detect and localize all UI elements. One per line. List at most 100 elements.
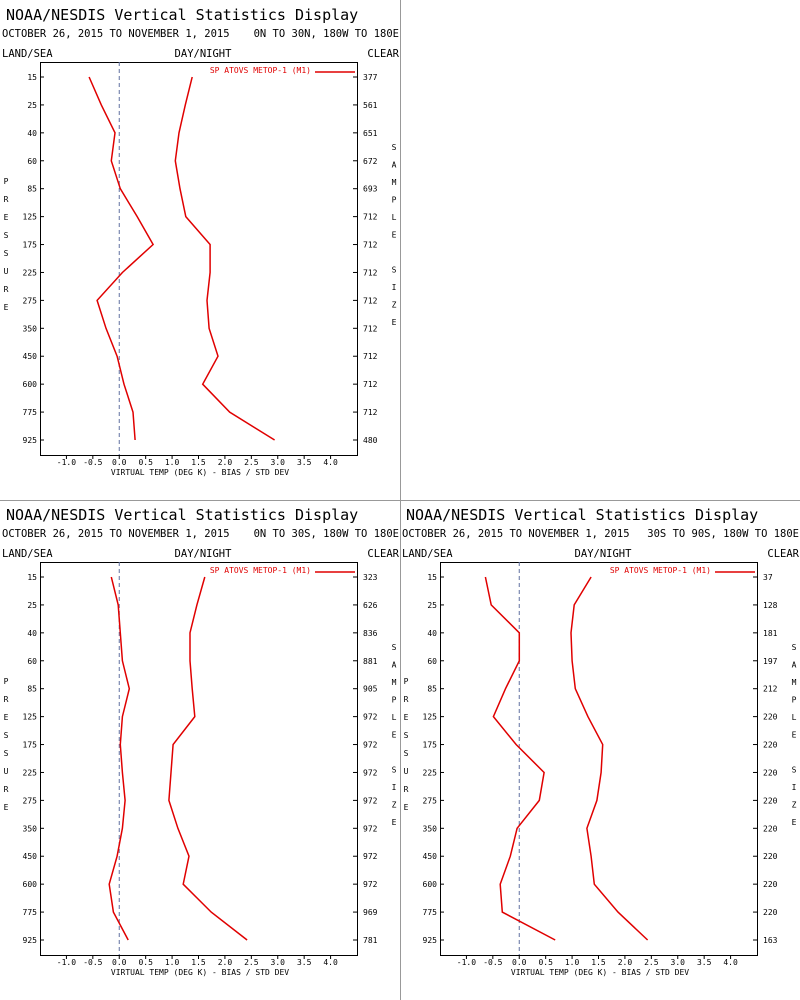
sample-size: 220	[763, 852, 778, 861]
x-tick-label: 1.5	[591, 958, 606, 967]
x-tick-label: -1.0	[57, 458, 76, 467]
sample-size: 197	[763, 657, 778, 666]
x-tick-label: 2.5	[244, 958, 259, 967]
y-tick-label: 275	[23, 796, 38, 805]
y-tick-label: 225	[423, 768, 438, 777]
sample-size: 712	[363, 380, 378, 389]
sample-size: 37	[763, 573, 773, 582]
region: 0N TO 30S, 180W TO 180E	[254, 528, 399, 540]
clear-label: CLEAR	[367, 548, 399, 560]
sample-size: 128	[763, 601, 778, 610]
sample-size: 626	[363, 601, 378, 610]
region: 0N TO 30N, 180W TO 180E	[254, 28, 399, 40]
sample-size: 220	[763, 908, 778, 917]
date-range: OCTOBER 26, 2015 TO NOVEMBER 1, 2015	[2, 528, 230, 540]
x-tick-label: -1.0	[57, 958, 76, 967]
y-tick-label: 350	[423, 824, 438, 833]
y-tick-label: 15	[27, 573, 37, 582]
x-axis-label: VIRTUAL TEMP (DEG K) - BIAS / STD DEV	[511, 968, 689, 977]
x-tick-label: 2.0	[618, 958, 633, 967]
x-tick-label: 1.5	[191, 958, 206, 967]
x-tick-label: 0.0	[112, 958, 127, 967]
sample-size: 220	[763, 796, 778, 805]
sample-size: 969	[363, 908, 378, 917]
y-tick-label: 225	[23, 268, 38, 277]
sample-size: 972	[363, 768, 378, 777]
land-sea-label: LAND/SEA	[2, 548, 53, 560]
chart-title: NOAA/NESDIS Vertical Statistics Display	[406, 506, 758, 524]
chart-panel: NOAA/NESDIS Vertical Statistics Display O…	[2, 506, 400, 977]
x-tick-label: 3.5	[297, 958, 312, 967]
chart-title: NOAA/NESDIS Vertical Statistics Display	[6, 6, 358, 24]
y-tick-label: 600	[23, 380, 38, 389]
y-tick-label: 85	[427, 685, 437, 694]
sample-size: 712	[363, 324, 378, 333]
sample-size: 972	[363, 713, 378, 722]
y-tick-label: 40	[427, 629, 437, 638]
x-tick-label: 3.0	[271, 458, 286, 467]
y-tick-label: 175	[23, 741, 38, 750]
std-dev-line	[174, 76, 275, 441]
sample-size: 672	[363, 157, 378, 166]
sample-size: 323	[363, 573, 378, 582]
y-tick-label: 85	[27, 685, 37, 694]
y-tick-label: 25	[27, 101, 37, 110]
y-tick-label: 275	[23, 296, 38, 305]
y-tick-label: 775	[23, 408, 38, 417]
sample-size: 220	[763, 713, 778, 722]
y-tick-label: 125	[23, 213, 38, 222]
y-tick-label: 600	[423, 880, 438, 889]
x-tick-label: 3.0	[271, 958, 286, 967]
x-tick-label: 1.0	[565, 958, 580, 967]
sample-size: 712	[363, 296, 378, 305]
clear-label: CLEAR	[367, 48, 399, 60]
clear-label: CLEAR	[767, 548, 799, 560]
y-tick-label: 175	[23, 241, 38, 250]
date-range: OCTOBER 26, 2015 TO NOVEMBER 1, 2015	[402, 528, 630, 540]
x-axis-label: VIRTUAL TEMP (DEG K) - BIAS / STD DEV	[111, 468, 289, 477]
x-axis-label: VIRTUAL TEMP (DEG K) - BIAS / STD DEV	[111, 968, 289, 977]
day-night-label: DAY/NIGHT	[575, 548, 633, 560]
sample-size: 781	[363, 936, 378, 945]
y-tick-label: 175	[423, 741, 438, 750]
y-tick-label: 925	[23, 936, 38, 945]
x-tick-label: 1.5	[191, 458, 206, 467]
x-tick-label: 0.5	[138, 458, 153, 467]
x-tick-label: -0.5	[83, 958, 102, 967]
land-sea-label: LAND/SEA	[2, 48, 53, 60]
sample-size: 972	[363, 880, 378, 889]
day-night-label: DAY/NIGHT	[175, 48, 233, 60]
y-tick-label: 60	[427, 657, 437, 666]
y-tick-label: 450	[423, 852, 438, 861]
y-tick-label: 25	[27, 601, 37, 610]
legend-label: SP ATOVS METOP-1 (M1)	[610, 566, 711, 575]
x-tick-label: 0.0	[512, 958, 527, 967]
y-tick-label: 925	[23, 436, 38, 445]
std-dev-line	[168, 576, 248, 941]
sample-size: 480	[363, 436, 378, 445]
x-tick-label: 2.5	[644, 958, 659, 967]
sample-size: 972	[363, 741, 378, 750]
x-tick-label: 4.0	[323, 958, 338, 967]
bias-line	[484, 576, 556, 941]
y-tick-label: 125	[23, 713, 38, 722]
date-range: OCTOBER 26, 2015 TO NOVEMBER 1, 2015	[2, 28, 230, 40]
sample-size: 712	[363, 268, 378, 277]
sample-size: 377	[363, 73, 378, 82]
sample-size: 836	[363, 629, 378, 638]
sample-size: 712	[363, 408, 378, 417]
sample-size: 651	[363, 129, 378, 138]
sample-size: 972	[363, 796, 378, 805]
y-tick-label: 350	[23, 824, 38, 833]
x-tick-label: 2.0	[218, 958, 233, 967]
y-tick-label: 15	[427, 573, 437, 582]
sample-size: 712	[363, 241, 378, 250]
x-tick-label: 2.5	[244, 458, 259, 467]
y-tick-label: 15	[27, 73, 37, 82]
x-tick-label: 1.0	[165, 958, 180, 967]
